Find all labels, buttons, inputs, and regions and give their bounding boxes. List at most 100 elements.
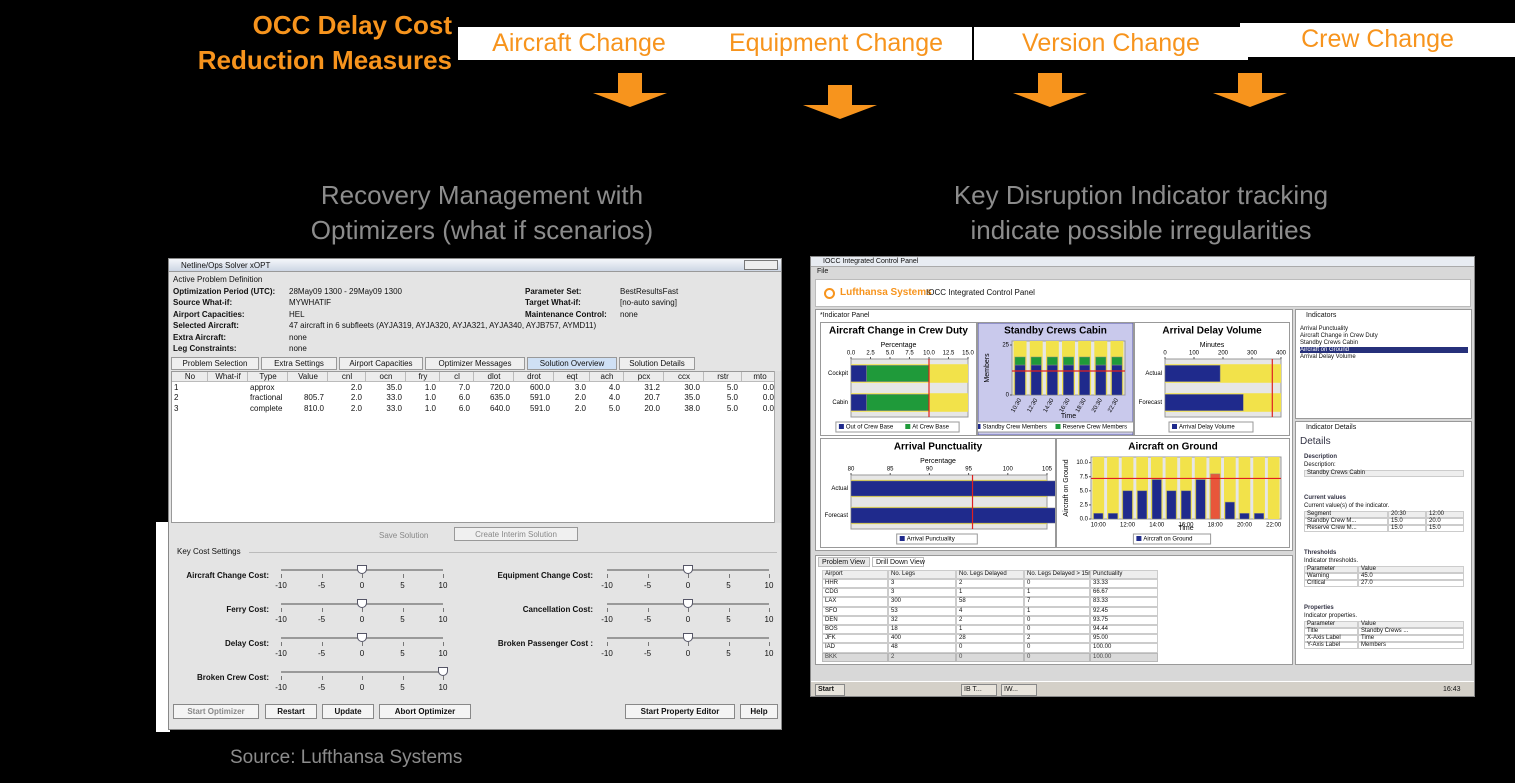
cell-text: 15.0 <box>1391 518 1403 524</box>
view-title: Indicator Details <box>1306 424 1357 431</box>
indicator-item[interactable]: Aircraft Change in Crew Duty <box>1300 333 1378 339</box>
tab[interactable]: Airport Capacities <box>339 357 423 370</box>
slider-thumb[interactable] <box>357 633 367 642</box>
interim-button[interactable]: Create Interim Solution <box>454 527 578 541</box>
slider-tick <box>728 608 730 612</box>
button[interactable]: Help <box>740 704 778 719</box>
details-title: Details <box>1300 436 1331 447</box>
button[interactable]: Start Optimizer <box>173 704 259 719</box>
slider-thumb[interactable] <box>438 667 448 676</box>
key-cost-title: Key Cost Settings <box>177 547 241 556</box>
legend-swatch <box>975 424 981 429</box>
slider-thumb[interactable] <box>683 633 693 642</box>
column-band <box>1165 457 1178 519</box>
table-cell: JFK <box>822 634 888 644</box>
button[interactable]: Start Property Editor <box>625 704 735 719</box>
tab[interactable]: Problem Selection <box>171 357 259 370</box>
column-header: Punctuality <box>1090 570 1158 579</box>
button[interactable]: Update <box>322 704 374 719</box>
cell-text: Standby Crews ... <box>1361 628 1409 634</box>
section-heading: indicate possible irregularities <box>970 215 1312 245</box>
legend-box <box>835 421 960 433</box>
cell: 6.0 <box>458 403 470 413</box>
main-title: Reduction Measures <box>197 45 452 75</box>
indicator-item[interactable]: Arrival Punctuality <box>1300 326 1349 332</box>
slider-thumb[interactable] <box>683 565 693 574</box>
chart-panel: Arrival Punctuality Percentage 80 85 90 95 100… <box>820 438 1474 548</box>
slider-label: Broken Crew Cost: <box>196 673 269 682</box>
slider-label: Aircraft Change Cost: <box>186 571 269 580</box>
slider-tick <box>688 608 689 612</box>
slider-tick <box>607 608 608 612</box>
table-cell: LAX <box>822 597 888 607</box>
cell: 2.0 <box>350 383 362 392</box>
table-cell: Parameter <box>1304 621 1358 628</box>
slider-tick <box>362 642 363 646</box>
column-label: dlot <box>487 372 501 381</box>
button[interactable]: Restart <box>265 704 317 719</box>
taskbar-button[interactable]: IW... <box>1001 684 1037 696</box>
legend-label: At Crew Base <box>912 425 949 431</box>
chart-title: Standby Crews Cabin <box>1004 326 1107 337</box>
cell-text: 0 <box>1027 626 1031 632</box>
column-label: No. Legs <box>891 571 916 577</box>
tab[interactable]: Solution Details <box>619 357 695 370</box>
table-cell: CDG <box>822 588 888 598</box>
cell-text: 20.0 <box>1429 518 1441 524</box>
column-band <box>1267 457 1280 519</box>
x-tick-label: 16:00 <box>1178 523 1194 529</box>
view-tab[interactable]: Drill Down View <box>872 557 925 567</box>
indicator-item[interactable]: Aircraft on Ground <box>1300 347 1468 353</box>
taskbar-button[interactable]: IB T... <box>961 684 997 696</box>
details-section: Description <box>1304 454 1338 460</box>
save-solution[interactable]: Save Solution <box>379 531 429 540</box>
cell: 635.0 <box>489 393 510 403</box>
column-label: ocn <box>379 372 393 381</box>
section-title: Active Problem Definition <box>173 275 263 284</box>
cell-text: 100.00 <box>1093 644 1112 651</box>
cell: 31.2 <box>644 383 660 392</box>
slider-tick <box>281 574 282 578</box>
taskbar-button[interactable]: Start <box>815 684 845 696</box>
arrow <box>1013 73 1087 107</box>
x-tick-label: 0 <box>1163 351 1167 357</box>
tab[interactable]: Optimizer Messages <box>425 357 525 370</box>
cell-text: Time <box>1361 635 1375 641</box>
column-label: drot <box>527 372 541 381</box>
table-cell: IAD <box>822 643 888 653</box>
selected-row <box>822 652 1158 662</box>
view-tab[interactable]: Problem View <box>818 557 870 567</box>
y-tick-label: 0.0 <box>1080 517 1089 523</box>
table-cell: 18 <box>888 625 956 635</box>
cell-text: 12:00 <box>1429 511 1445 517</box>
indicator-item[interactable]: Standby Crews Cabin <box>1300 340 1359 346</box>
bar <box>1254 513 1265 520</box>
cell-text: 300 <box>891 598 902 605</box>
slider-tick-label: 5 <box>400 581 405 590</box>
button[interactable]: Abort Optimizer <box>379 704 471 719</box>
chart-title: Aircraft on Ground <box>1128 442 1217 453</box>
x-tick-label: 2.5 <box>866 351 875 357</box>
field-label: Target What-if: <box>525 298 581 308</box>
slider-thumb[interactable] <box>357 599 367 608</box>
cell: 5.0 <box>726 403 738 413</box>
slider-tick <box>728 642 730 646</box>
mini-chart: Arrival Delay Volume Minutes 0 100 200 300 400… <box>1139 326 1287 433</box>
tab[interactable]: Extra Settings <box>261 357 337 370</box>
slider-thumb[interactable] <box>683 599 693 608</box>
button-label: Start Optimizer <box>187 707 245 716</box>
tab[interactable]: Solution Overview <box>527 357 617 370</box>
cell-text: 0 <box>959 653 963 660</box>
indicator-item[interactable]: Arrival Delay Volume <box>1300 354 1356 360</box>
panel-tab: *Indicator Panel <box>820 312 870 319</box>
menu-item[interactable]: File <box>817 268 829 275</box>
bar <box>850 480 1474 497</box>
cell-text: 3 <box>891 589 895 596</box>
bar <box>850 365 867 382</box>
y-tick-label: 7.5 <box>1080 474 1089 480</box>
slider-tick-label: 0 <box>685 581 691 590</box>
chart-title: Arrival Delay Volume <box>1162 326 1262 337</box>
brand-bar: Lufthansa Systems IOCC Integrated Control… <box>815 279 1471 307</box>
details-section: Properties <box>1304 605 1334 611</box>
slider-thumb[interactable] <box>357 565 367 574</box>
